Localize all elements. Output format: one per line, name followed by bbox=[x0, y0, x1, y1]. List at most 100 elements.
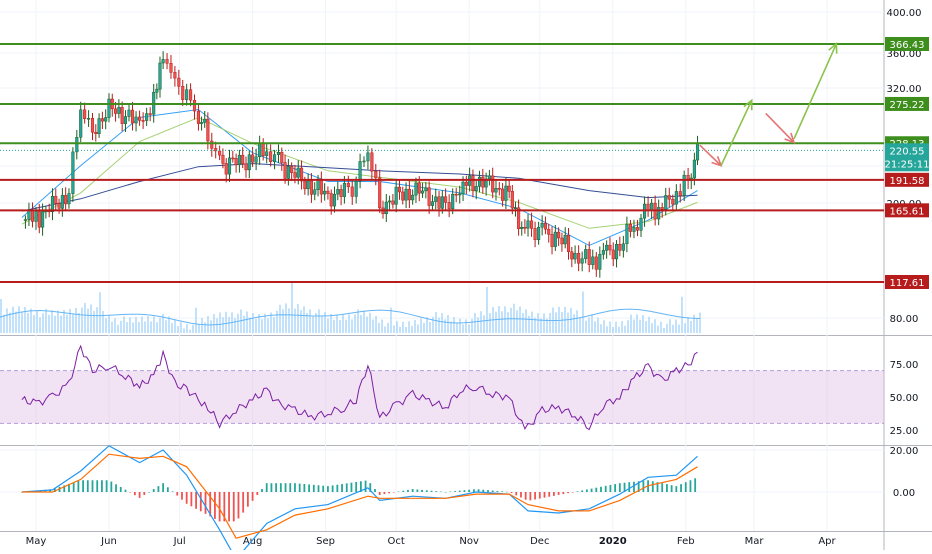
volume-bar bbox=[369, 312, 371, 333]
volume-bar bbox=[537, 312, 539, 333]
candle-body bbox=[261, 142, 265, 156]
volume-bar bbox=[501, 311, 503, 333]
candle-body bbox=[303, 180, 307, 190]
volume-bar bbox=[303, 306, 305, 333]
candle-body bbox=[224, 163, 228, 175]
volume-bar bbox=[210, 320, 212, 333]
y-tick-label: 400.00 bbox=[887, 8, 922, 19]
macd-histogram-bar bbox=[482, 489, 485, 492]
candle-body bbox=[181, 86, 185, 100]
macd-histogram-bar bbox=[162, 483, 165, 492]
volume-bar bbox=[84, 302, 86, 333]
candle-body bbox=[87, 117, 91, 120]
candle-body bbox=[608, 244, 612, 251]
macd-histogram-bar bbox=[364, 480, 367, 492]
macd-histogram-bar bbox=[548, 492, 551, 497]
macd-histogram-bar bbox=[110, 481, 113, 492]
volume-bar bbox=[426, 317, 428, 333]
volume-bar bbox=[570, 308, 572, 333]
macd-tick-label: 0.00 bbox=[893, 488, 915, 499]
candle-body bbox=[517, 207, 521, 229]
candle-body bbox=[134, 116, 138, 124]
macd-histogram-bar bbox=[195, 492, 197, 509]
volume-bar bbox=[195, 307, 197, 333]
volume-bar bbox=[129, 317, 131, 333]
volume-bar bbox=[165, 320, 167, 333]
volume-bar bbox=[123, 316, 125, 333]
candle-body bbox=[635, 227, 640, 231]
volume-bar bbox=[243, 315, 245, 333]
candle-body bbox=[434, 196, 438, 202]
volume-bar bbox=[546, 318, 548, 333]
macd-histogram-bar bbox=[265, 483, 268, 492]
macd-histogram-bar bbox=[628, 482, 631, 492]
volume-bar bbox=[675, 319, 677, 333]
x-tick-label: Mar bbox=[745, 536, 765, 547]
macd-histogram-bar bbox=[232, 492, 235, 522]
macd-histogram-bar bbox=[284, 483, 287, 492]
volume-bar bbox=[237, 313, 239, 333]
projection-arrow-line bbox=[793, 43, 838, 140]
macd-histogram-bar bbox=[656, 482, 659, 492]
volume-bar bbox=[159, 317, 161, 333]
volume-bar bbox=[696, 318, 698, 333]
candle-body bbox=[161, 59, 165, 64]
volume-bar bbox=[468, 324, 470, 333]
macd-histogram-bar bbox=[543, 492, 546, 498]
volume-bar bbox=[261, 319, 263, 333]
volume-bar bbox=[588, 317, 590, 333]
candle-body bbox=[601, 250, 605, 255]
volume-bar bbox=[258, 313, 260, 333]
candle-body bbox=[50, 196, 55, 213]
macd-histogram-bar bbox=[633, 481, 635, 492]
volume-bar bbox=[297, 304, 299, 333]
candle-body bbox=[695, 143, 700, 161]
volume-bar bbox=[444, 319, 446, 333]
candle-body bbox=[169, 62, 173, 73]
volume-bar bbox=[378, 322, 380, 333]
candle-body bbox=[342, 183, 346, 197]
candle-body bbox=[573, 253, 577, 260]
volume-bar bbox=[321, 316, 323, 333]
macd-histogram-bar bbox=[105, 480, 108, 492]
volume-bar bbox=[288, 308, 290, 333]
x-tick-label: Jun bbox=[100, 536, 117, 547]
candle-body bbox=[173, 72, 177, 79]
volume-bar bbox=[252, 313, 254, 333]
candle-body bbox=[401, 191, 405, 201]
volume-bar bbox=[519, 306, 521, 333]
volume-bar bbox=[255, 318, 257, 333]
volume-bar bbox=[510, 307, 512, 333]
volume-bar bbox=[399, 326, 401, 333]
macd-histogram-bar bbox=[383, 492, 386, 495]
volume-bar bbox=[459, 318, 461, 333]
candle-body bbox=[210, 140, 214, 149]
macd-histogram-bar bbox=[237, 492, 240, 519]
volume-bar bbox=[42, 313, 44, 333]
volume-bar bbox=[48, 314, 50, 333]
volume-bar bbox=[681, 296, 683, 333]
candle-body bbox=[221, 154, 225, 164]
volume-bar bbox=[144, 321, 146, 333]
macd-histogram-bar bbox=[345, 483, 348, 492]
macd-histogram-bar bbox=[689, 480, 692, 492]
candle-body bbox=[397, 186, 402, 193]
volume-bar bbox=[315, 312, 317, 333]
volume-bar bbox=[435, 311, 437, 333]
candle-body bbox=[547, 228, 551, 235]
candle-body bbox=[218, 150, 222, 156]
candle-body bbox=[625, 223, 629, 245]
candle-body bbox=[523, 227, 527, 229]
volume-bar bbox=[96, 307, 98, 333]
volume-bar bbox=[522, 313, 524, 333]
volume-bar bbox=[348, 314, 350, 333]
price-level-tag bbox=[885, 96, 929, 111]
volume-bar bbox=[432, 316, 434, 333]
volume-bar bbox=[534, 317, 536, 333]
macd-histogram-bar bbox=[534, 492, 536, 500]
volume-bar bbox=[345, 319, 347, 333]
volume-bar bbox=[201, 318, 203, 333]
moving-average-line bbox=[21, 108, 698, 247]
volume-bar bbox=[120, 320, 122, 333]
candle-body bbox=[692, 159, 696, 179]
